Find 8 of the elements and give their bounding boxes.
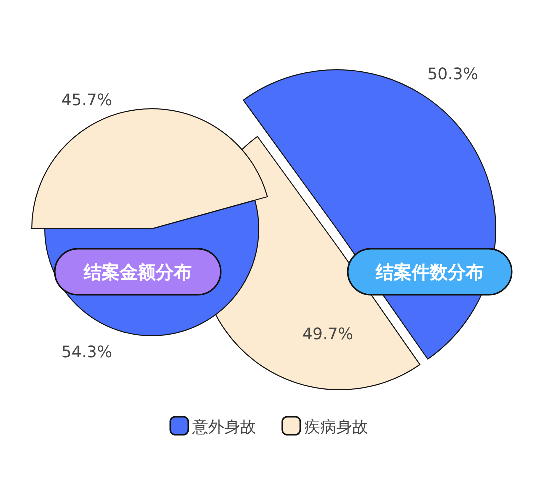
data-label: 50.3% — [428, 64, 478, 84]
data-label: 49.7% — [302, 324, 354, 344]
text: 结案金额分布 — [83, 262, 192, 284]
text: 结案件数分布 — [375, 262, 484, 284]
legend-label: 疾病身故 — [304, 418, 368, 436]
data-label: 54.3% — [62, 342, 112, 362]
data-label: 45.7% — [62, 90, 112, 110]
legend-label: 意外身故 — [192, 418, 256, 436]
